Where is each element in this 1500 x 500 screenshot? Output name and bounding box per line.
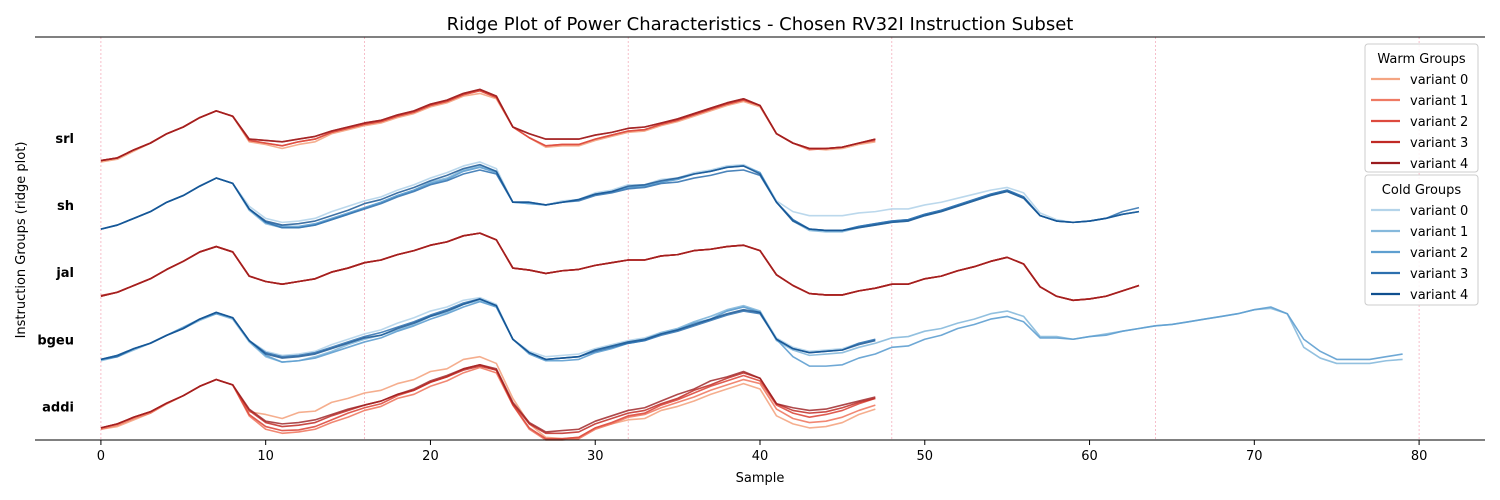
legend-layer: Warm Groups variant 0 variant 1 variant 2 va… [1364, 43, 1479, 306]
x-tick-label-30: 30 [587, 449, 604, 464]
group-labels: addi bgeu jal sh srl [37, 132, 74, 416]
line-jal-variant-1 [100, 232, 1140, 302]
legend-entry-2: variant 2 [1410, 246, 1468, 261]
line-bgeu-variant-2 [100, 300, 1403, 367]
legend-warm-groups: Warm Groups variant 0 variant 1 variant 2 va… [1364, 43, 1479, 173]
x-tick-label-10: 10 [257, 449, 274, 464]
group-label-sh: sh [57, 199, 74, 214]
group-jal [100, 232, 1140, 302]
line-sh-variant-3 [100, 169, 1140, 232]
group-sh [100, 161, 1140, 233]
legend-entry-0: variant 0 [1410, 204, 1468, 219]
x-tick-label-0: 0 [97, 449, 105, 464]
x-tick-label-40: 40 [752, 449, 769, 464]
line-sh-variant-4 [100, 163, 1140, 232]
legend-title: Cold Groups [1382, 183, 1462, 198]
line-bgeu-variant-0 [100, 296, 876, 361]
series-layer [100, 88, 1403, 441]
legend-entry-4: variant 4 [1410, 288, 1468, 303]
line-sh-variant-1 [100, 165, 1140, 233]
legend-entry-0: variant 0 [1410, 73, 1468, 88]
x-tick-label-60: 60 [1081, 449, 1098, 464]
line-srl-variant-4 [100, 88, 876, 162]
line-addi-variant-2 [100, 363, 876, 440]
line-jal-variant-2 [100, 232, 1140, 302]
x-axis-label: Sample [736, 471, 785, 486]
line-bgeu-variant-3 [100, 298, 876, 361]
legend-entry-4: variant 4 [1410, 157, 1468, 172]
legend-entry-3: variant 3 [1410, 267, 1468, 282]
line-jal-variant-4 [100, 232, 1140, 302]
group-bgeu [100, 296, 1403, 367]
x-tick-label-20: 20 [422, 449, 439, 464]
line-srl-variant-3 [100, 88, 876, 162]
group-label-jal: jal [55, 266, 74, 281]
line-jal-variant-0 [100, 232, 1140, 302]
legend-entry-2: variant 2 [1410, 115, 1468, 130]
line-sh-variant-0 [100, 161, 1140, 230]
line-srl-variant-0 [100, 92, 876, 163]
x-tick-label-70: 70 [1246, 449, 1263, 464]
legend-title: Warm Groups [1377, 52, 1465, 67]
line-addi-variant-3 [100, 365, 876, 435]
x-tick-label-50: 50 [916, 449, 933, 464]
group-label-bgeu: bgeu [37, 333, 74, 348]
legend-entry-1: variant 1 [1410, 225, 1468, 240]
legend-entry-1: variant 1 [1410, 94, 1468, 109]
group-srl [100, 88, 876, 163]
legend-cold-groups: Cold Groups variant 0 variant 1 variant 2 va… [1364, 174, 1479, 306]
line-srl-variant-2 [100, 89, 876, 162]
group-addi [100, 355, 876, 441]
group-label-srl: srl [55, 132, 74, 147]
chart-title: Ridge Plot of Power Characteristics - Ch… [447, 14, 1074, 35]
line-srl-variant-1 [100, 89, 876, 162]
line-jal-variant-3 [100, 232, 1140, 302]
group-label-addi: addi [42, 400, 74, 415]
line-addi-variant-4 [100, 363, 876, 433]
x-axis-ticks: 0 10 20 30 40 50 60 70 80 [97, 440, 1428, 464]
line-bgeu-variant-4 [100, 298, 876, 361]
legend-frame [1364, 43, 1479, 173]
y-axis-label: Instruction Groups (ridge plot) [14, 142, 29, 339]
legend-entry-3: variant 3 [1410, 136, 1468, 151]
line-addi-variant-0 [100, 355, 876, 440]
x-tick-label-80: 80 [1411, 449, 1428, 464]
